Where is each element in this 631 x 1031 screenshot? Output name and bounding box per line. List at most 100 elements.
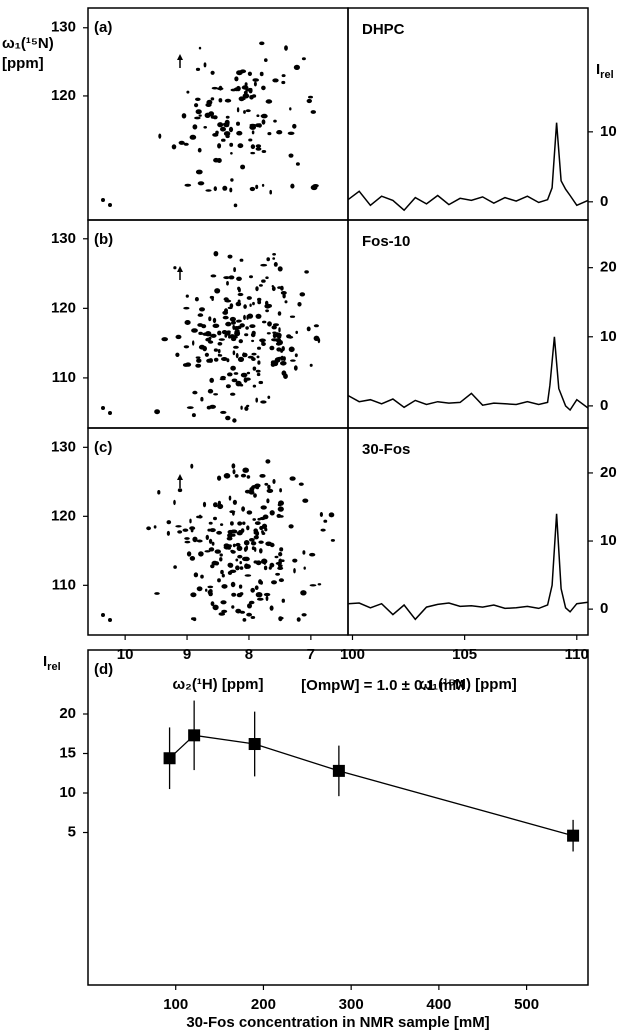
peak-spot [254,585,259,590]
annotation: [OmpW] = 1.0 ± 0.1 mM [301,677,465,694]
panel-frame [347,427,589,636]
peak-spot [101,613,105,617]
peak-spot [255,369,261,373]
peak-spot [222,315,229,320]
peak-spot [101,406,105,410]
peak-spot [166,530,170,536]
peak-spot [204,352,209,357]
peak-spot [289,476,296,481]
peak-spot [328,512,335,518]
peak-spot [195,169,203,175]
peak-spot [220,569,224,575]
peak-spot [266,488,274,493]
peak-spot [252,301,255,306]
peak-spot [233,372,239,375]
peak-spot [255,147,262,151]
peak-spot [218,85,223,91]
peak-spot [230,581,236,588]
peak-spot [255,592,263,598]
panel-label: (b) [94,231,113,248]
peak-spot [236,545,243,552]
axis-title: Irel [596,61,614,81]
peak-spot [290,359,296,362]
peak-spot [295,162,300,166]
peak-spot [261,150,267,153]
peak-spot [253,560,258,564]
y-tick-label: 110 [52,369,76,386]
x-tick-label: 110 [565,646,589,663]
peak-spot [261,342,266,346]
peak-spot [219,553,223,557]
peak-spot [186,551,192,557]
peak-spot [242,556,249,562]
peak-spot [189,134,197,140]
peak-spot [256,355,260,359]
peak-spot [201,324,207,329]
peak-spot [232,499,237,505]
peak-spot [261,85,266,91]
peak-spot [154,592,160,595]
peak-spot [255,286,259,292]
peak-spot [277,311,282,316]
peak-spot [228,275,235,280]
peak-spot [246,475,251,479]
peak-spot [269,345,275,351]
peak-spot [271,580,277,585]
peak-spot [297,302,302,307]
peak-spot [247,71,252,77]
peak-spot [223,131,231,137]
peak-spot [298,482,304,486]
y-tick-label: 120 [51,87,76,104]
peak-spot [257,123,262,128]
peak-spot [173,499,176,506]
peak-spot [217,122,224,128]
peak-spot [244,333,249,337]
peak-spot [200,574,204,579]
peak-spot [198,551,204,557]
peak-spot [249,123,256,127]
peak-spot [227,254,233,259]
peak-spot [257,346,261,350]
peak-spot [276,130,282,135]
peak-spot [257,297,262,302]
peak-spot [237,287,241,293]
peak-spot [281,80,286,85]
peak-spot [192,536,198,543]
peak-spot [266,498,270,504]
peak-spot [189,518,192,524]
peak-spot [306,326,311,332]
peak-spot [157,490,161,495]
peak-spot [154,409,161,415]
peak-spot [309,584,317,587]
peak-spot [265,459,271,464]
peak-spot [306,98,312,104]
peak-spot [231,533,236,537]
peak-spot [302,550,306,555]
peak-spot [175,525,182,528]
peak-spot [216,158,222,163]
x-tick-label: 9 [183,646,191,663]
peak-spot [265,309,269,313]
peak-spot [263,592,271,597]
peak-spot [239,561,242,565]
peak-spot [221,357,228,361]
peak-spot [262,514,269,520]
peak-spot [214,549,221,554]
peak-spot [278,552,283,557]
peak-spot [233,87,240,92]
peak-spot [270,360,275,366]
peak-spot [253,493,257,498]
peak-spot [230,550,236,554]
peak-spot [257,597,264,601]
axis-title-sub: rel [600,69,613,81]
peak-spot [221,584,228,589]
peak-spot [246,404,250,408]
peak-spot [251,546,255,551]
peak-spot [255,397,258,403]
peak-spot [264,482,269,486]
peak-spot [189,556,196,561]
peak-spot [232,324,236,330]
peak-spot [217,349,221,354]
peak-spot [293,365,298,371]
peak-spot [177,488,183,493]
